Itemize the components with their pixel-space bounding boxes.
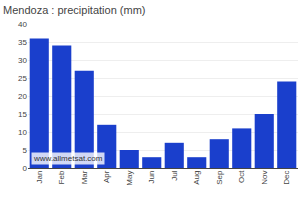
svg-text:Aug: Aug xyxy=(192,171,201,185)
svg-text:Jul: Jul xyxy=(170,170,179,180)
svg-text:10: 10 xyxy=(18,128,27,137)
svg-text:Jun: Jun xyxy=(147,171,156,184)
svg-text:20: 20 xyxy=(18,92,27,101)
svg-text:25: 25 xyxy=(18,74,27,83)
svg-text:Apr: Apr xyxy=(102,170,111,183)
svg-text:www.allmetsat.com: www.allmetsat.com xyxy=(33,154,103,163)
svg-text:5: 5 xyxy=(23,146,28,155)
svg-text:35: 35 xyxy=(18,38,27,47)
svg-text:40: 40 xyxy=(18,20,27,29)
svg-text:30: 30 xyxy=(18,56,27,65)
svg-text:Mendoza : precipitation (mm): Mendoza : precipitation (mm) xyxy=(3,4,145,16)
svg-text:0: 0 xyxy=(23,164,28,173)
svg-text:Feb: Feb xyxy=(57,170,66,184)
svg-text:Jan: Jan xyxy=(35,171,44,184)
svg-text:15: 15 xyxy=(18,110,27,119)
svg-text:Oct: Oct xyxy=(237,170,246,183)
svg-text:Sep: Sep xyxy=(215,170,224,185)
svg-text:May: May xyxy=(125,171,134,186)
svg-text:Dec: Dec xyxy=(282,171,291,185)
svg-text:Nov: Nov xyxy=(260,171,269,185)
svg-text:Mar: Mar xyxy=(80,170,89,184)
